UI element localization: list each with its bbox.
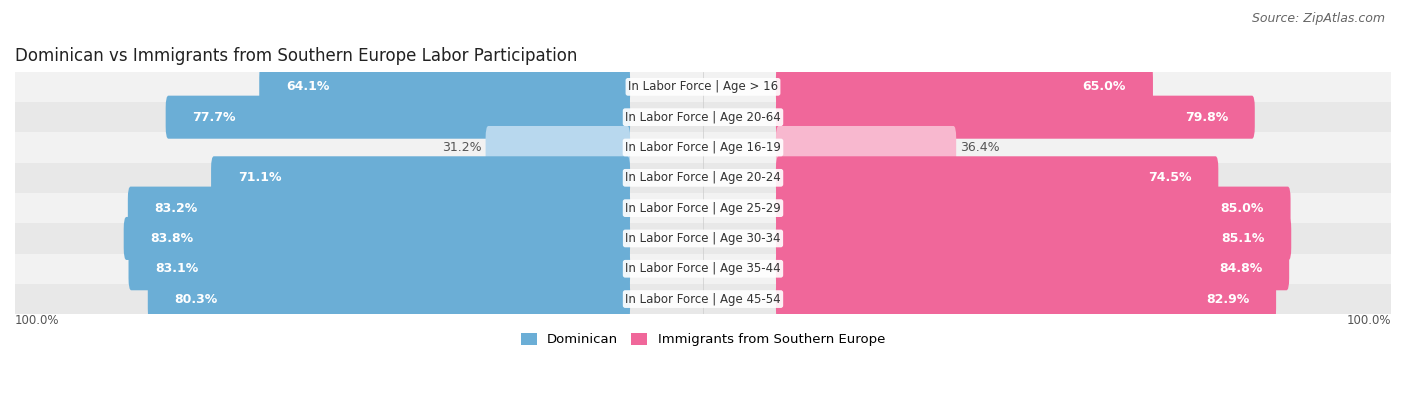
FancyBboxPatch shape <box>15 284 1391 314</box>
FancyBboxPatch shape <box>128 247 630 290</box>
Text: 83.1%: 83.1% <box>155 262 198 275</box>
Text: In Labor Force | Age 20-24: In Labor Force | Age 20-24 <box>626 171 780 184</box>
FancyBboxPatch shape <box>776 156 1219 199</box>
Text: In Labor Force | Age 16-19: In Labor Force | Age 16-19 <box>626 141 780 154</box>
FancyBboxPatch shape <box>776 186 1291 229</box>
Text: In Labor Force | Age 30-34: In Labor Force | Age 30-34 <box>626 232 780 245</box>
Text: 64.1%: 64.1% <box>285 80 329 93</box>
FancyBboxPatch shape <box>124 217 630 260</box>
FancyBboxPatch shape <box>776 247 1289 290</box>
FancyBboxPatch shape <box>15 254 1391 284</box>
FancyBboxPatch shape <box>259 65 630 108</box>
FancyBboxPatch shape <box>148 278 630 321</box>
Text: 74.5%: 74.5% <box>1147 171 1191 184</box>
FancyBboxPatch shape <box>15 132 1391 163</box>
Text: 82.9%: 82.9% <box>1206 293 1250 306</box>
FancyBboxPatch shape <box>15 163 1391 193</box>
FancyBboxPatch shape <box>15 193 1391 223</box>
Text: 85.0%: 85.0% <box>1220 201 1264 214</box>
FancyBboxPatch shape <box>776 96 1254 139</box>
Text: 65.0%: 65.0% <box>1083 80 1126 93</box>
FancyBboxPatch shape <box>15 102 1391 132</box>
FancyBboxPatch shape <box>485 126 630 169</box>
Text: 71.1%: 71.1% <box>238 171 281 184</box>
Text: In Labor Force | Age 25-29: In Labor Force | Age 25-29 <box>626 201 780 214</box>
FancyBboxPatch shape <box>128 186 630 229</box>
Text: 100.0%: 100.0% <box>1347 314 1391 327</box>
Text: In Labor Force | Age 20-64: In Labor Force | Age 20-64 <box>626 111 780 124</box>
Text: 80.3%: 80.3% <box>174 293 218 306</box>
Text: Dominican vs Immigrants from Southern Europe Labor Participation: Dominican vs Immigrants from Southern Eu… <box>15 47 578 65</box>
Text: 77.7%: 77.7% <box>193 111 236 124</box>
FancyBboxPatch shape <box>776 65 1153 108</box>
Text: In Labor Force | Age 35-44: In Labor Force | Age 35-44 <box>626 262 780 275</box>
Text: 79.8%: 79.8% <box>1185 111 1227 124</box>
Text: 100.0%: 100.0% <box>15 314 59 327</box>
Text: 85.1%: 85.1% <box>1220 232 1264 245</box>
FancyBboxPatch shape <box>15 223 1391 254</box>
Text: 36.4%: 36.4% <box>960 141 1000 154</box>
FancyBboxPatch shape <box>776 217 1291 260</box>
FancyBboxPatch shape <box>776 278 1277 321</box>
Text: In Labor Force | Age > 16: In Labor Force | Age > 16 <box>628 80 778 93</box>
Text: 83.8%: 83.8% <box>150 232 194 245</box>
FancyBboxPatch shape <box>211 156 630 199</box>
Text: 84.8%: 84.8% <box>1219 262 1263 275</box>
Text: In Labor Force | Age 45-54: In Labor Force | Age 45-54 <box>626 293 780 306</box>
Text: 31.2%: 31.2% <box>441 141 481 154</box>
FancyBboxPatch shape <box>166 96 630 139</box>
Text: Source: ZipAtlas.com: Source: ZipAtlas.com <box>1251 12 1385 25</box>
Text: 83.2%: 83.2% <box>155 201 198 214</box>
FancyBboxPatch shape <box>15 72 1391 102</box>
FancyBboxPatch shape <box>776 126 956 169</box>
Legend: Dominican, Immigrants from Southern Europe: Dominican, Immigrants from Southern Euro… <box>520 333 886 346</box>
